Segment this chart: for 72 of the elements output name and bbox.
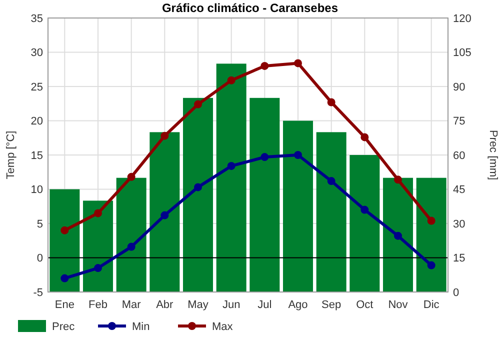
x-tick-label: Feb xyxy=(88,299,108,311)
point xyxy=(360,206,369,214)
point xyxy=(227,76,236,84)
bar xyxy=(283,120,313,292)
point xyxy=(260,153,269,162)
legend-label: Min xyxy=(132,320,150,333)
point xyxy=(60,226,69,234)
x-tick-label: Dic xyxy=(423,299,440,311)
point xyxy=(127,172,136,181)
y2-tick-label: 60 xyxy=(453,150,466,162)
x-tick-label: Nov xyxy=(388,299,408,311)
y-axis-title: Temp [°C] xyxy=(5,130,17,180)
x-tick-label: Jul xyxy=(258,299,272,311)
y2-tick-label: 15 xyxy=(453,252,466,265)
y-tick-label: 25 xyxy=(30,81,43,94)
bar xyxy=(116,178,146,292)
bar xyxy=(83,200,113,292)
bar xyxy=(150,132,180,292)
y-tick-label: 35 xyxy=(30,12,43,25)
point xyxy=(194,100,202,108)
x-tick-label: May xyxy=(188,299,209,311)
point xyxy=(394,232,402,240)
x-tick-label: Mar xyxy=(122,299,142,311)
legend-label: Prec xyxy=(52,320,76,333)
point xyxy=(227,162,236,170)
y2-tick-label: 30 xyxy=(453,218,466,230)
point xyxy=(194,183,202,192)
y2-tick-label: 120 xyxy=(453,12,472,25)
y-tick-label: 10 xyxy=(30,184,43,196)
y-tick-label: 5 xyxy=(36,218,43,230)
y-tick-label: 30 xyxy=(30,47,43,60)
point xyxy=(394,176,402,184)
point xyxy=(94,264,102,272)
point xyxy=(427,216,436,225)
y-tick-label: 20 xyxy=(30,116,43,128)
x-tick-label: Sep xyxy=(322,299,342,311)
point xyxy=(127,242,136,251)
y-tick-label: 0 xyxy=(36,252,43,265)
x-tick-label: Oct xyxy=(356,299,374,311)
legend-label: Max xyxy=(212,320,234,333)
point xyxy=(427,261,436,270)
point xyxy=(160,211,169,220)
x-tick-label: Jun xyxy=(222,299,240,311)
point xyxy=(160,132,169,140)
bar xyxy=(316,132,346,292)
point xyxy=(60,274,69,282)
bar xyxy=(383,178,413,292)
bar xyxy=(50,189,80,292)
y2-axis-title: Prec [mm] xyxy=(487,130,499,180)
x-tick-label: Abr xyxy=(156,299,174,311)
x-tick-label: Ago xyxy=(288,299,308,311)
y2-tick-label: 75 xyxy=(453,116,466,128)
point xyxy=(94,209,102,218)
point xyxy=(294,59,302,68)
bar xyxy=(216,64,246,292)
y2-tick-label: 90 xyxy=(453,81,466,94)
point xyxy=(327,177,336,186)
bar xyxy=(350,155,380,292)
point xyxy=(360,133,369,142)
y2-tick-label: 45 xyxy=(453,184,466,196)
bar xyxy=(183,98,213,292)
y2-tick-label: 105 xyxy=(453,47,472,60)
y-tick-label: -5 xyxy=(33,286,43,299)
point xyxy=(260,62,269,70)
bar xyxy=(250,98,280,292)
bar xyxy=(416,178,446,292)
chart-title: Gráfico climático - Caransebes xyxy=(162,1,338,15)
point xyxy=(327,98,336,106)
y-tick-label: 15 xyxy=(30,150,43,162)
point xyxy=(294,151,302,159)
y2-tick-label: 0 xyxy=(453,286,460,299)
x-tick-label: Ene xyxy=(54,299,74,311)
